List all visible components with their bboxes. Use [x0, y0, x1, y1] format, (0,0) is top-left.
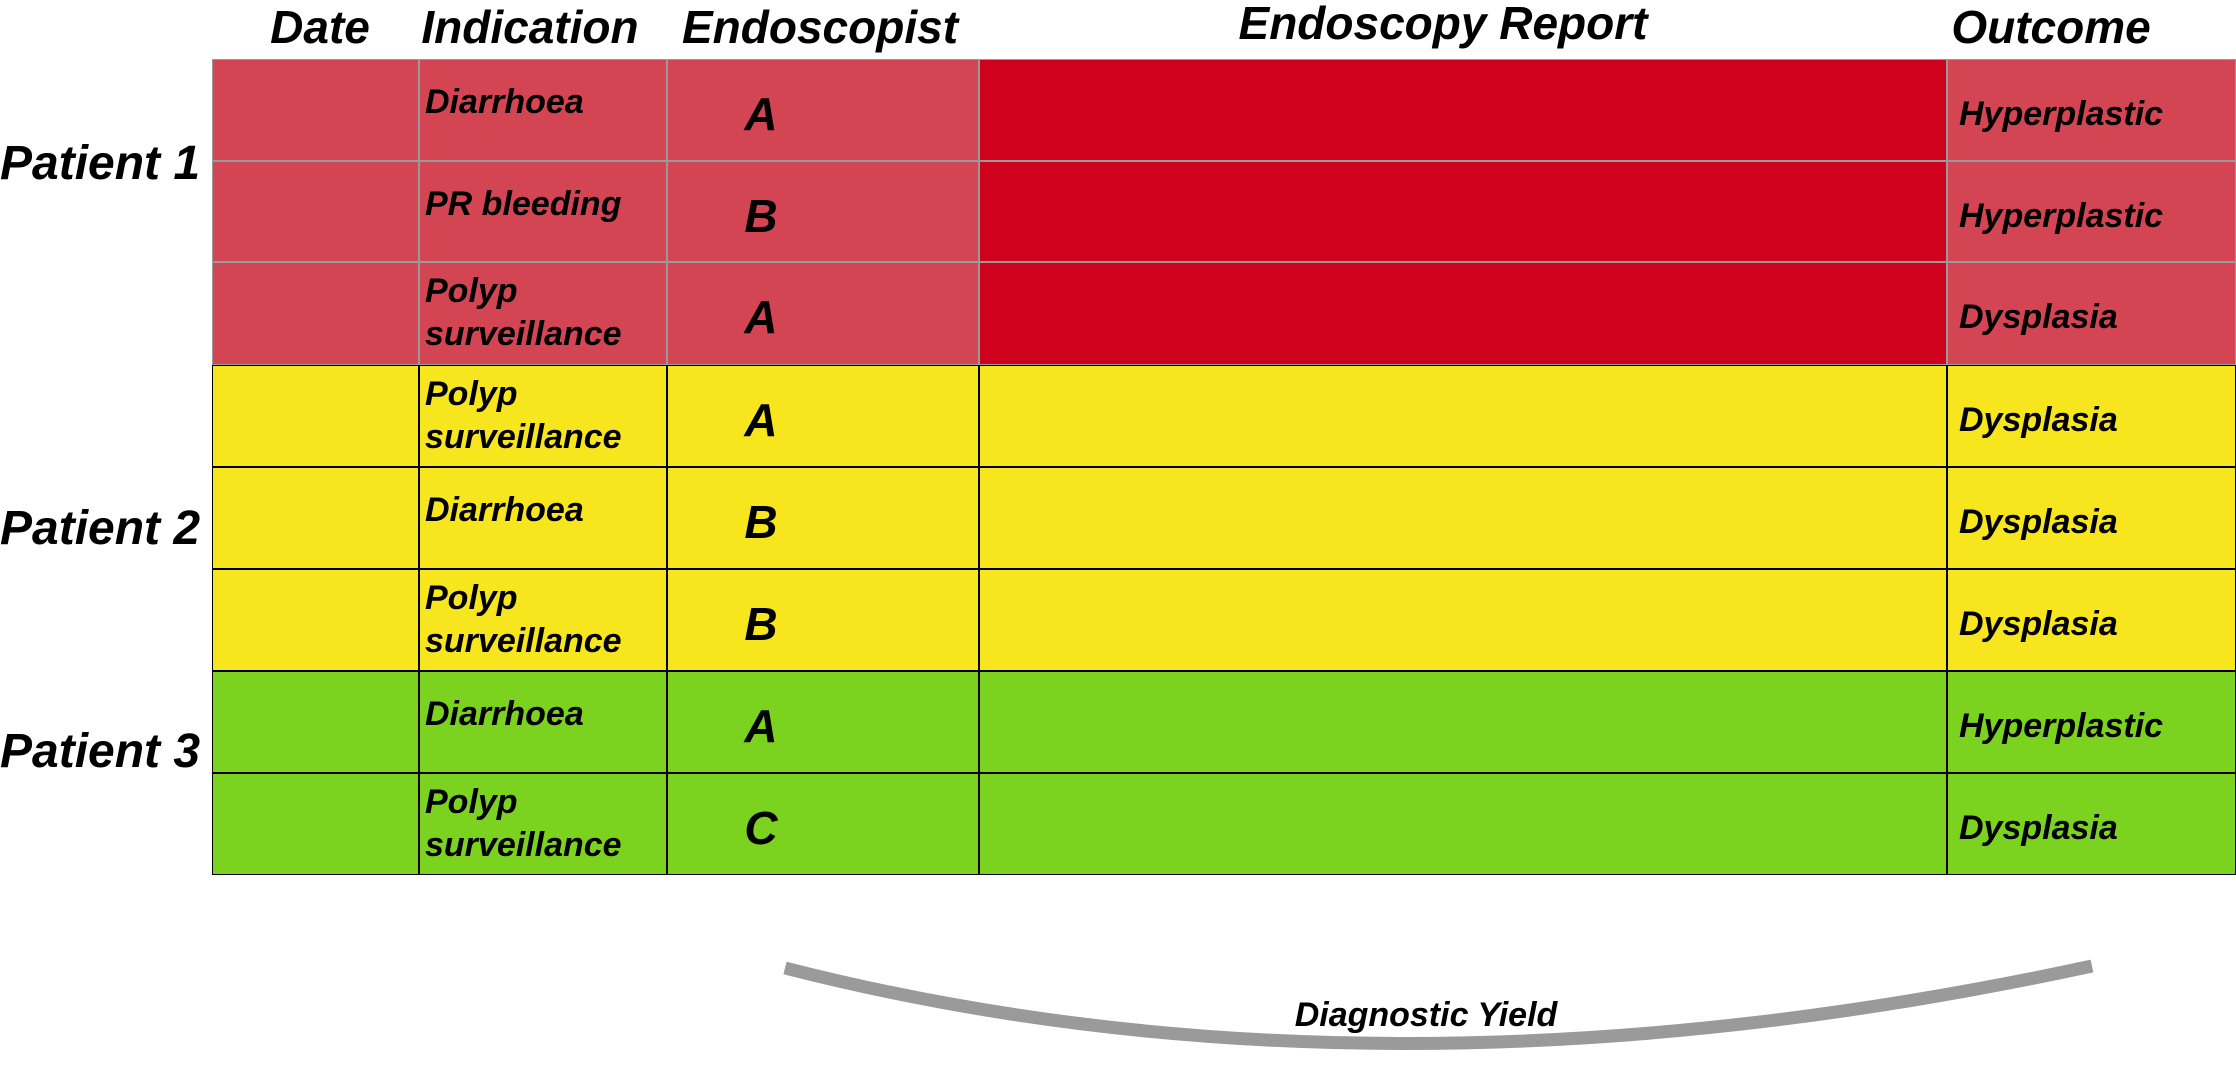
endoscopist-letter: A [744, 394, 778, 446]
indication-line: surveillance [425, 826, 622, 864]
indication-text: Polyp surveillance [425, 577, 622, 663]
outcome-cell [1947, 59, 2236, 161]
endoscopist-letter: A [744, 700, 778, 752]
endoscopist-cell [667, 262, 979, 365]
endoscopist-cell [667, 365, 979, 467]
outcome-text: Hyperplastic [1959, 707, 2164, 745]
endoscopist-letter: B [744, 190, 778, 242]
indication-text: Polyp surveillance [425, 270, 622, 356]
outcome-cell [1947, 262, 2236, 365]
indication-line: Polyp [425, 375, 518, 413]
indication-line: surveillance [425, 315, 622, 353]
patient-label: Patient 3 [0, 725, 201, 778]
header-endoscopist: Endoscopist [681, 1, 959, 53]
indication-cell [419, 365, 667, 467]
outcome-text: Hyperplastic [1959, 197, 2164, 235]
endoscopist-cell [667, 161, 979, 262]
date-cell [212, 365, 419, 467]
indication-cell [419, 671, 667, 773]
outcome-cell [1947, 671, 2236, 773]
indication-line: Diarrhoea [425, 83, 584, 121]
indication-text: Polyp surveillance [425, 373, 622, 459]
report-cell [979, 262, 1947, 365]
endoscopist-cell [667, 59, 979, 161]
report-cell [979, 671, 1947, 773]
outcome-cell [1947, 773, 2236, 875]
outcome-cell [1947, 161, 2236, 262]
outcome-cell [1947, 467, 2236, 569]
endoscopist-cell [667, 569, 979, 671]
date-cell [212, 467, 419, 569]
report-cell [979, 161, 1947, 262]
indication-cell [419, 262, 667, 365]
indication-cell [419, 467, 667, 569]
indication-line: PR bleeding [425, 185, 622, 223]
indication-text: Diarrhoea [425, 81, 584, 124]
outcome-cell [1947, 569, 2236, 671]
diagnostic-yield-label: Diagnostic Yield [1294, 996, 1558, 1034]
header-outcome: Outcome [1951, 1, 2151, 53]
indication-line: Diarrhoea [425, 695, 584, 733]
indication-line: Diarrhoea [425, 491, 584, 529]
outcome-text: Dysplasia [1959, 298, 2118, 336]
indication-text: Polyp surveillance [425, 781, 622, 867]
endoscopist-cell [667, 467, 979, 569]
outcome-text: Hyperplastic [1959, 95, 2164, 133]
endoscopist-letter: A [744, 88, 778, 140]
outcome-text: Dysplasia [1959, 809, 2118, 847]
header-indication: Indication [421, 1, 639, 53]
endoscopist-cell [667, 671, 979, 773]
date-cell [212, 262, 419, 365]
indication-cell [419, 59, 667, 161]
indication-line: surveillance [425, 622, 622, 660]
indication-cell [419, 569, 667, 671]
indication-line: Polyp [425, 272, 518, 310]
outcome-text: Dysplasia [1959, 401, 2118, 439]
indication-text: Diarrhoea [425, 693, 584, 736]
report-cell [979, 569, 1947, 671]
indication-line: Polyp [425, 579, 518, 617]
date-cell [212, 59, 419, 161]
indication-cell [419, 161, 667, 262]
indication-cell [419, 773, 667, 875]
outcome-text: Dysplasia [1959, 503, 2118, 541]
endoscopist-letter: B [744, 598, 778, 650]
report-cell [979, 365, 1947, 467]
outcome-text: Dysplasia [1959, 605, 2118, 643]
report-cell [979, 467, 1947, 569]
indication-line: surveillance [425, 418, 622, 456]
date-cell [212, 671, 419, 773]
indication-text: PR bleeding [425, 183, 621, 226]
header-endoscopy-report: Endoscopy Report [1238, 0, 1648, 49]
header-date: Date [270, 1, 370, 53]
endoscopist-cell [667, 773, 979, 875]
endoscopist-letter: B [744, 496, 778, 548]
report-cell [979, 59, 1947, 161]
patient-label: Patient 1 [0, 137, 201, 190]
date-cell [212, 773, 419, 875]
indication-line: Polyp [425, 783, 518, 821]
date-cell [212, 569, 419, 671]
indication-text: Diarrhoea [425, 489, 584, 532]
patient-label: Patient 2 [0, 502, 201, 555]
report-cell [979, 773, 1947, 875]
date-cell [212, 161, 419, 262]
outcome-cell [1947, 365, 2236, 467]
endoscopist-letter: A [744, 291, 778, 343]
endoscopist-letter: C [744, 802, 778, 854]
